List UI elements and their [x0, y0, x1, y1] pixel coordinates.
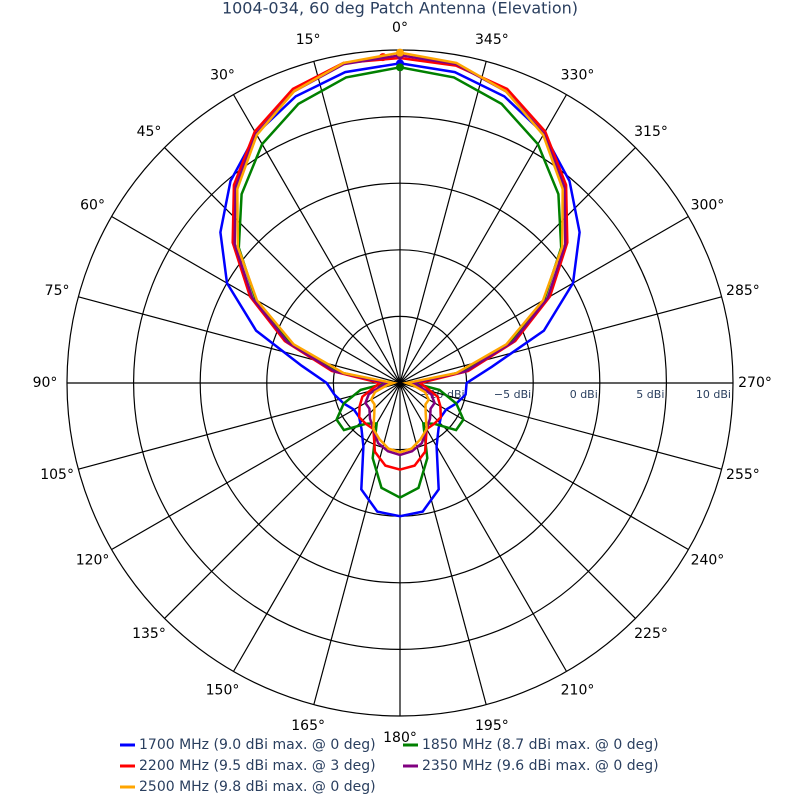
angular-grid-line — [164, 382, 401, 619]
angular-grid-line — [399, 382, 487, 705]
peak-marker — [396, 48, 404, 57]
angular-tick-label: 285° — [726, 283, 760, 299]
angular-grid-line — [399, 94, 568, 384]
angular-tick-label: 225° — [634, 626, 668, 642]
angular-tick-label: 240° — [691, 553, 725, 569]
series-line — [236, 51, 564, 454]
chart-title: 1004-034, 60 deg Patch Antenna (Elevatio… — [222, 0, 578, 18]
angular-tick-label: 300° — [691, 198, 725, 214]
radial-tick-label: 5 dBi — [636, 388, 664, 401]
angular-grid-line — [313, 61, 401, 384]
angular-tick-label: 345° — [475, 32, 509, 48]
angular-tick-label: 105° — [40, 467, 74, 483]
angular-grid-line — [399, 296, 722, 384]
angular-grid-line — [111, 382, 401, 551]
angular-tick-label: 210° — [561, 682, 595, 698]
series-line — [219, 62, 581, 518]
angular-tick-label: 255° — [726, 467, 760, 483]
angular-grid-line — [399, 147, 636, 384]
radial-tick-label: −5 dBi — [494, 388, 531, 401]
angular-grid-line — [313, 382, 401, 705]
angular-tick-label: 45° — [137, 124, 162, 140]
angular-grid-line — [399, 382, 568, 672]
angular-grid-line — [399, 61, 487, 384]
angular-grid-line — [399, 382, 689, 551]
peak-marker — [396, 63, 404, 72]
angular-tick-label: 195° — [475, 718, 509, 734]
angular-tick-label: 150° — [206, 682, 240, 698]
legend-label: 2200 MHz (9.5 dBi max. @ 3 deg) — [139, 758, 376, 774]
series-line — [233, 54, 567, 457]
angular-grid-line — [399, 382, 636, 619]
angular-tick-label: 120° — [76, 553, 110, 569]
angular-tick-label: 270° — [738, 375, 772, 391]
angular-tick-label: 315° — [634, 124, 668, 140]
radial-tick-label: 10 dBi — [696, 388, 731, 401]
legend-label: 2350 MHz (9.6 dBi max. @ 0 deg) — [422, 758, 659, 774]
angular-tick-label: 15° — [296, 32, 321, 48]
angular-grid-line — [232, 382, 401, 672]
angular-grid-line — [164, 147, 401, 384]
angular-grid-line — [232, 94, 401, 384]
angular-grid-line — [399, 382, 722, 470]
angular-grid-line — [78, 296, 401, 384]
angular-tick-label: 30° — [210, 68, 235, 84]
angular-tick-label: 75° — [45, 283, 70, 299]
angular-tick-label: 165° — [291, 718, 325, 734]
angular-tick-label: 330° — [561, 68, 595, 84]
angular-tick-label: 135° — [132, 626, 166, 642]
legend-label: 1700 MHz (9.0 dBi max. @ 0 deg) — [139, 737, 376, 753]
legend-label: 2500 MHz (9.8 dBi max. @ 0 deg) — [139, 779, 376, 795]
angular-tick-label: 60° — [80, 198, 105, 214]
series-line — [231, 56, 569, 471]
legend-label: 1850 MHz (8.7 dBi max. @ 0 deg) — [422, 737, 659, 753]
angular-tick-label: 0° — [392, 20, 408, 36]
angular-tick-label: 90° — [33, 375, 58, 391]
angular-grid-line — [78, 382, 401, 470]
radial-tick-label: 0 dBi — [570, 388, 598, 401]
angular-tick-label: 180° — [383, 730, 417, 746]
